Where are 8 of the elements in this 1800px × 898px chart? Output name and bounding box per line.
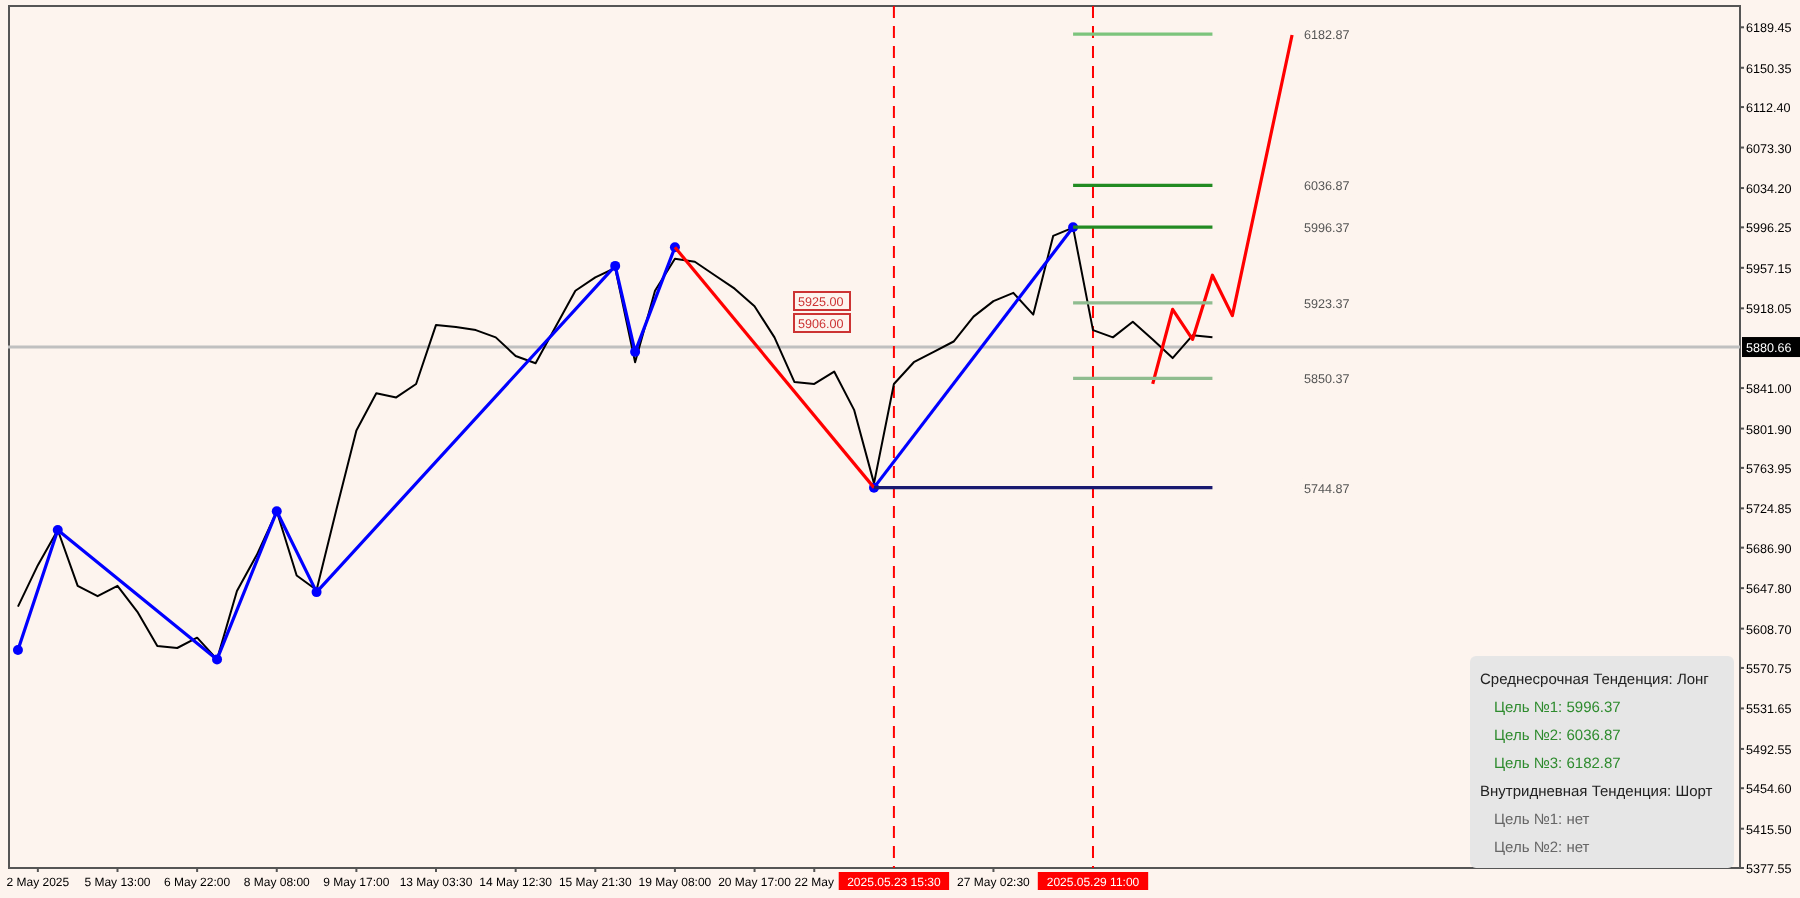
point [52, 524, 63, 535]
point [212, 654, 223, 665]
point [610, 260, 621, 271]
point [271, 506, 282, 517]
line-series [1151, 33, 1294, 386]
point [12, 645, 23, 656]
point [311, 587, 322, 598]
point [630, 346, 641, 357]
